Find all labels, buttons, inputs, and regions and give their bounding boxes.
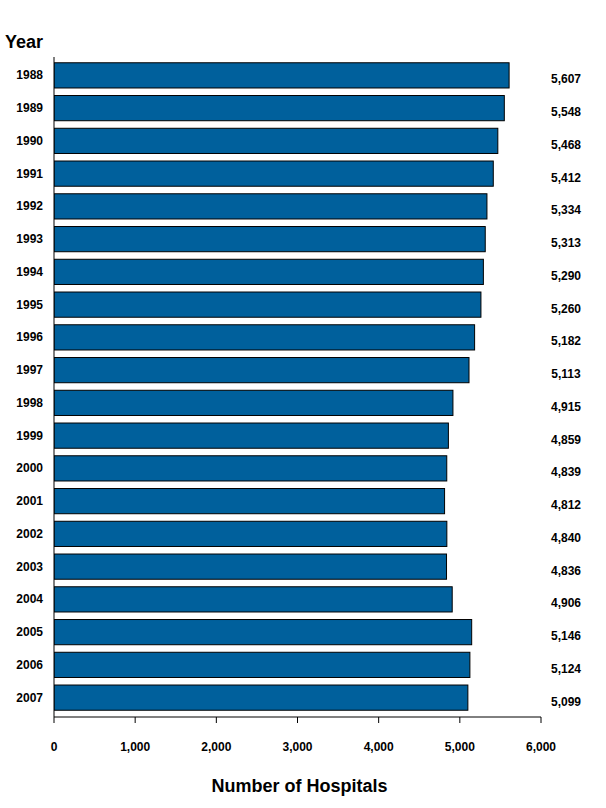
bar — [54, 489, 445, 514]
category-label: 1995 — [16, 298, 43, 312]
y-axis-line — [54, 57, 55, 717]
category-label: 2002 — [16, 527, 43, 541]
category-label: 2007 — [16, 691, 43, 705]
x-tick — [297, 717, 298, 723]
chart-container: 1988 5,607 1989 5,548 1990 5,468 1991 5,412 1992… — [0, 0, 606, 808]
x-tick-label: 3,000 — [282, 740, 312, 754]
data-label: 4,906 — [551, 596, 581, 610]
bar — [54, 620, 472, 645]
bar — [54, 63, 509, 88]
bar — [54, 554, 447, 579]
bar — [54, 128, 498, 153]
data-label: 5,260 — [551, 302, 581, 316]
data-label: 5,182 — [551, 334, 581, 348]
data-label: 5,607 — [551, 72, 581, 86]
data-label: 5,146 — [551, 629, 581, 643]
bars — [54, 63, 509, 710]
category-label: 1998 — [16, 396, 43, 410]
x-tick-label: 1,000 — [120, 740, 150, 754]
x-tick — [378, 717, 379, 723]
data-label: 5,548 — [551, 105, 581, 119]
data-label: 4,836 — [551, 564, 581, 578]
bar — [54, 259, 483, 284]
bar — [54, 685, 468, 710]
category-label: 1991 — [16, 167, 43, 181]
data-label: 5,412 — [551, 171, 581, 185]
x-tick-label: 5,000 — [445, 740, 475, 754]
category-label: 1992 — [16, 199, 43, 213]
bar — [54, 423, 448, 448]
x-tick — [216, 717, 217, 723]
bar — [54, 652, 470, 677]
x-tick — [135, 717, 136, 723]
data-label: 4,839 — [551, 465, 581, 479]
category-label: 1996 — [16, 330, 43, 344]
bar — [54, 587, 452, 612]
category-label: 1990 — [16, 134, 43, 148]
y-axis-label: Year — [5, 32, 43, 52]
data-label: 4,840 — [551, 531, 581, 545]
bar — [54, 96, 504, 121]
bar — [54, 456, 447, 481]
category-label: 1999 — [16, 429, 43, 443]
data-label: 5,290 — [551, 269, 581, 283]
bar — [54, 521, 447, 546]
x-tick-label: 2,000 — [201, 740, 231, 754]
category-label: 1994 — [16, 265, 43, 279]
bar — [54, 325, 475, 350]
category-label: 2004 — [16, 592, 43, 606]
x-tick — [54, 717, 55, 723]
data-label: 4,915 — [551, 400, 581, 414]
chart-svg: 1988 5,607 1989 5,548 1990 5,468 1991 5,412 1992… — [0, 0, 606, 808]
category-label: 1997 — [16, 363, 43, 377]
category-label: 2001 — [16, 494, 43, 508]
x-tick — [541, 717, 542, 723]
x-axis-label: Number of Hospitals — [211, 776, 387, 796]
x-tick-label: 0 — [51, 740, 58, 754]
bar — [54, 194, 487, 219]
category-label: 2000 — [16, 461, 43, 475]
bar — [54, 358, 469, 383]
x-tick — [459, 717, 460, 723]
category-label: 2005 — [16, 625, 43, 639]
bar — [54, 161, 493, 186]
data-label: 4,812 — [551, 498, 581, 512]
data-label: 5,113 — [551, 367, 581, 381]
x-tick-label: 6,000 — [526, 740, 556, 754]
category-label: 2006 — [16, 658, 43, 672]
data-label: 5,313 — [551, 236, 581, 250]
category-label: 1989 — [16, 101, 43, 115]
category-label: 1993 — [16, 232, 43, 246]
category-label: 1988 — [16, 68, 43, 82]
category-label: 2003 — [16, 560, 43, 574]
data-label: 5,099 — [551, 695, 581, 709]
labels: 1988 5,607 1989 5,548 1990 5,468 1991 5,412 1992… — [5, 32, 581, 796]
bar — [54, 390, 453, 415]
x-tick-label: 4,000 — [364, 740, 394, 754]
data-label: 5,334 — [551, 203, 581, 217]
data-label: 5,468 — [551, 138, 581, 152]
data-label: 4,859 — [551, 433, 581, 447]
data-label: 5,124 — [551, 662, 581, 676]
bar — [54, 227, 485, 252]
bar — [54, 292, 481, 317]
